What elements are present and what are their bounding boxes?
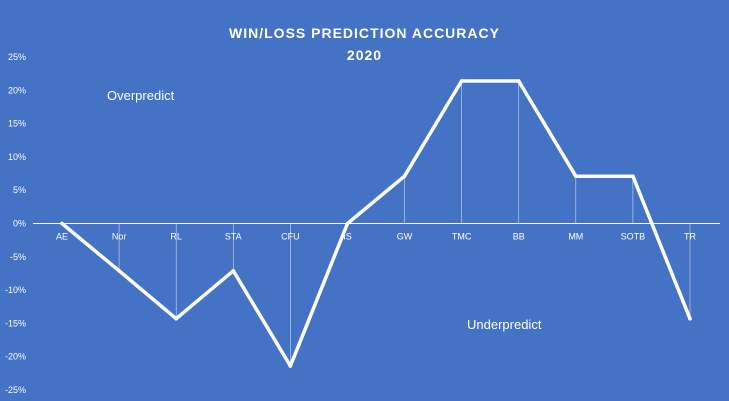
x-tick-label: TMC bbox=[452, 232, 472, 242]
chart-title-text: WIN/LOSS PREDICTION ACCURACY bbox=[229, 25, 500, 41]
y-tick-label: -20% bbox=[5, 352, 26, 362]
x-tick-label: AE bbox=[56, 232, 68, 242]
x-tick-label: BB bbox=[513, 232, 525, 242]
y-tick-label: 10% bbox=[8, 152, 26, 162]
y-tick-label: -25% bbox=[5, 385, 26, 395]
series-line bbox=[60, 79, 692, 368]
y-tick-label: 0% bbox=[13, 219, 26, 229]
data-point bbox=[345, 221, 350, 226]
data-point bbox=[516, 79, 521, 83]
data-point bbox=[288, 364, 293, 368]
x-tick-label: CFU bbox=[281, 232, 300, 242]
data-point bbox=[174, 316, 178, 321]
y-tick-label: -5% bbox=[10, 252, 26, 262]
y-tick-label: -15% bbox=[5, 318, 26, 328]
y-tick-label: 25% bbox=[8, 52, 26, 62]
x-tick-label: STA bbox=[225, 232, 242, 242]
data-point bbox=[60, 221, 64, 226]
annotation-overpredict: Overpredict bbox=[107, 88, 175, 103]
y-tick-label: -10% bbox=[5, 285, 26, 295]
chart-title: WIN/LOSS PREDICTION ACCURACY 2020 bbox=[0, 22, 729, 66]
y-tick-label: 20% bbox=[8, 85, 26, 95]
x-tick-label: GW bbox=[397, 232, 413, 242]
x-tick-label: RL bbox=[170, 232, 182, 242]
data-point bbox=[688, 316, 692, 321]
data-point bbox=[117, 268, 121, 273]
x-tick-label: Nor bbox=[112, 232, 127, 242]
x-tick-label: IS bbox=[343, 232, 352, 242]
x-tick-label: MM bbox=[568, 232, 583, 242]
x-tick-label: TR bbox=[684, 232, 696, 242]
chart-subtitle-text: 2020 bbox=[346, 47, 383, 63]
y-tick-label: 5% bbox=[13, 185, 26, 195]
data-point bbox=[631, 174, 635, 179]
y-tick-label: 15% bbox=[8, 119, 26, 129]
annotation-underpredict: Underpredict bbox=[467, 317, 542, 332]
data-point bbox=[231, 268, 236, 273]
data-point bbox=[574, 174, 578, 179]
data-point bbox=[402, 174, 407, 179]
x-tick-label: SOTB bbox=[621, 232, 646, 242]
data-point bbox=[459, 79, 464, 83]
